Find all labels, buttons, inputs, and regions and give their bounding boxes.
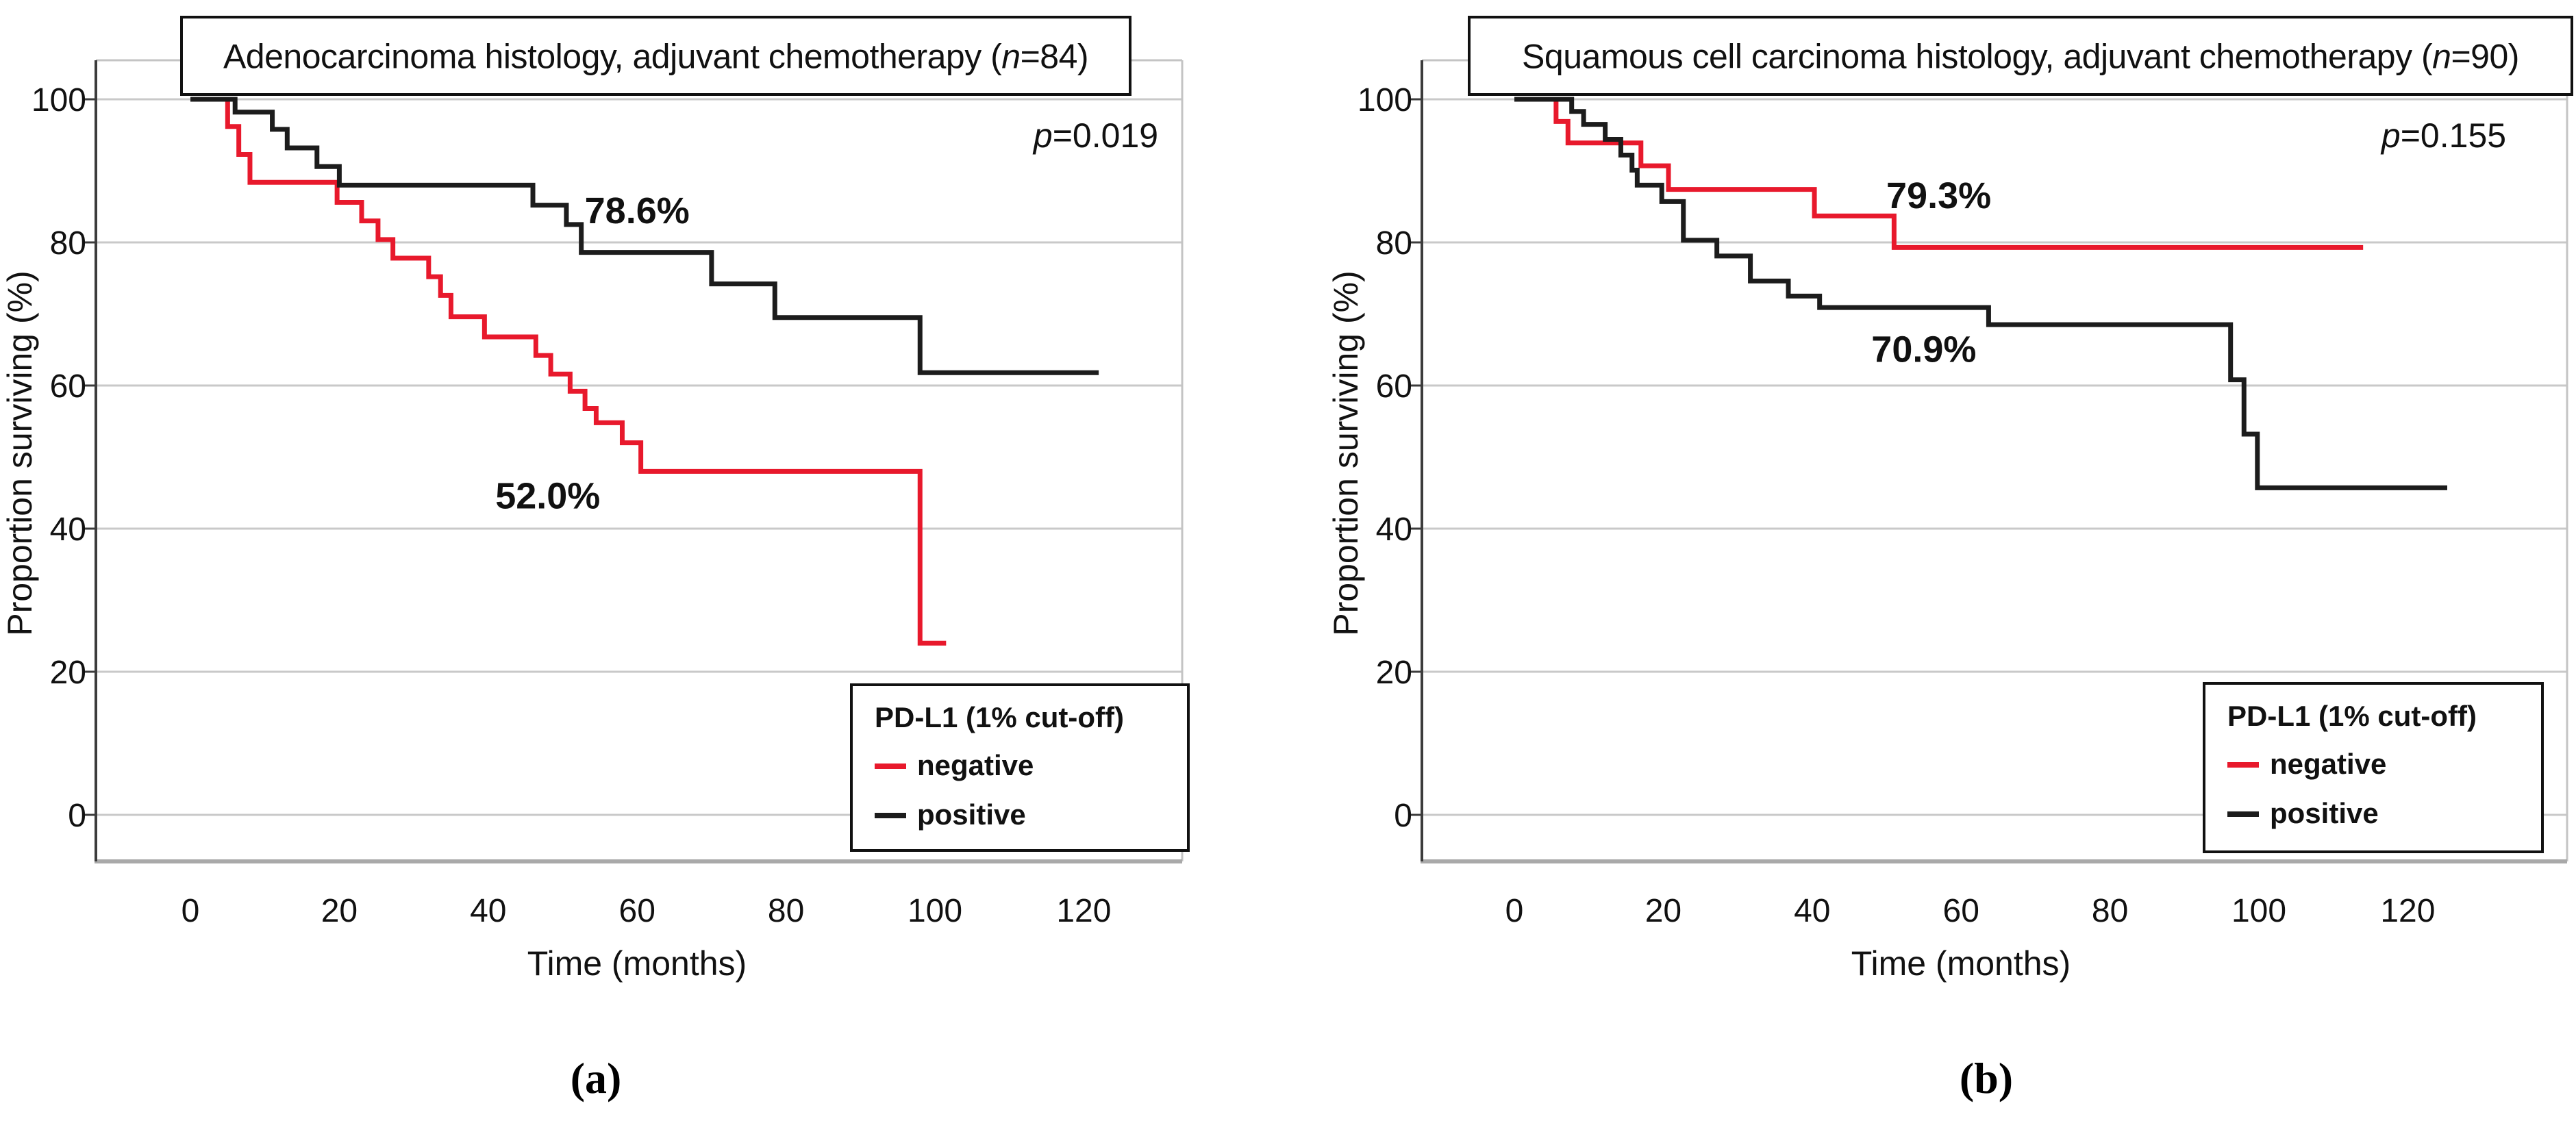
panel-title: Adenocarcinoma histology, adjuvant chemo… bbox=[223, 38, 1088, 76]
panel-b: 0 20 40 60 80 100 0 20 40 60 80 100 120 Time (months)… bbox=[1327, 16, 2573, 983]
y-tick-label-80: 80 bbox=[1376, 225, 1412, 262]
annotation-78.6%: 78.6% bbox=[585, 190, 690, 231]
survival-curve-negative bbox=[1514, 97, 2364, 250]
y-tick-label-100: 100 bbox=[1358, 82, 1412, 118]
x-tick-label-100: 100 bbox=[908, 893, 962, 929]
x-tick-label-80: 80 bbox=[768, 893, 804, 929]
x-tick-label-20: 20 bbox=[1645, 893, 1681, 929]
legend: PD-L1 (1% cut-off) negative positive bbox=[2203, 682, 2544, 853]
x-tick-label-40: 40 bbox=[1794, 893, 1830, 929]
annotation-70.9%: 70.9% bbox=[1871, 329, 1976, 370]
panel-title-box bbox=[1468, 16, 2573, 96]
legend-label-negative: negative bbox=[917, 749, 1034, 781]
y-tick-label-20: 20 bbox=[50, 655, 86, 691]
legend: PD-L1 (1% cut-off) negative positive bbox=[850, 683, 1190, 852]
survival-curve-negative bbox=[190, 97, 947, 646]
x-tick-label-0: 0 bbox=[1505, 893, 1524, 929]
legend-label-negative: negative bbox=[2270, 748, 2386, 780]
annotation-52.0%: 52.0% bbox=[495, 476, 600, 517]
x-tick-label-20: 20 bbox=[321, 893, 358, 929]
x-tick-label-120: 120 bbox=[2380, 893, 2435, 929]
y-axis-title: Proportion surviving (%) bbox=[1, 270, 39, 636]
y-tick-label-40: 40 bbox=[50, 512, 86, 548]
legend-title: PD-L1 (1% cut-off) bbox=[2227, 700, 2477, 732]
survival-curve-positive bbox=[190, 97, 1099, 375]
y-tick-label-60: 60 bbox=[1376, 368, 1412, 405]
x-tick-label-120: 120 bbox=[1056, 893, 1111, 929]
y-tick-label-0: 0 bbox=[68, 798, 86, 834]
y-tick-label-40: 40 bbox=[1376, 512, 1412, 548]
panel-b-caption: (b) bbox=[1959, 1054, 2014, 1102]
x-tick-label-60: 60 bbox=[619, 893, 655, 929]
legend-label-positive: positive bbox=[2270, 797, 2379, 829]
panel-a-caption: (a) bbox=[570, 1054, 622, 1102]
y-axis-title: Proportion surviving (%) bbox=[1327, 270, 1365, 636]
y-tick-label-100: 100 bbox=[32, 82, 86, 118]
panel-title: Squamous cell carcinoma histology, adjuv… bbox=[1522, 38, 2519, 76]
x-axis-title: Time (months) bbox=[1851, 944, 2071, 983]
y-tick-label-0: 0 bbox=[1394, 798, 1412, 834]
y-tick-label-80: 80 bbox=[50, 225, 86, 262]
y-tick-label-20: 20 bbox=[1376, 655, 1412, 691]
x-tick-label-100: 100 bbox=[2231, 893, 2286, 929]
legend-title: PD-L1 (1% cut-off) bbox=[875, 701, 1124, 733]
x-tick-label-60: 60 bbox=[1943, 893, 1979, 929]
legend-box bbox=[850, 683, 1190, 852]
survival-curve-positive bbox=[1514, 97, 2448, 490]
legend-label-positive: positive bbox=[917, 798, 1026, 831]
annotation-79.3%: 79.3% bbox=[1886, 175, 1991, 216]
y-tick-label-60: 60 bbox=[50, 368, 86, 405]
p-value: p=0.019 bbox=[1032, 116, 1158, 155]
panel-a: 0 20 40 60 80 100 0 20 40 60 80 100 120 Time (months)… bbox=[1, 16, 1190, 983]
p-value: p=0.155 bbox=[2380, 116, 2506, 155]
x-tick-label-80: 80 bbox=[2092, 893, 2128, 929]
x-tick-label-0: 0 bbox=[182, 893, 200, 929]
panel-title-box bbox=[180, 16, 1131, 96]
x-axis-title: Time (months) bbox=[527, 944, 747, 983]
x-tick-label-40: 40 bbox=[470, 893, 506, 929]
legend-box bbox=[2203, 682, 2544, 853]
